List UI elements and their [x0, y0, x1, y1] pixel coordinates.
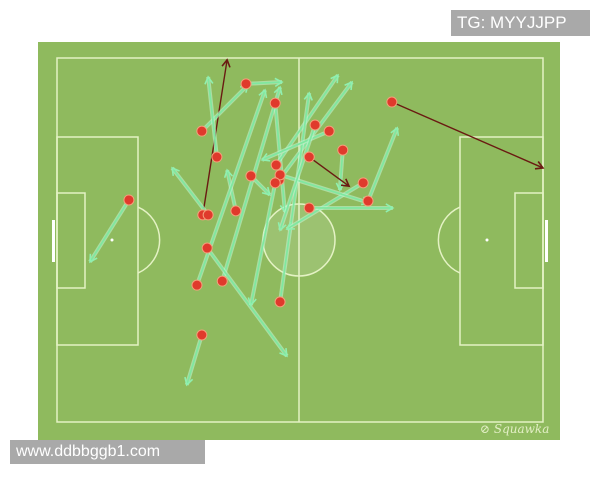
pass-origin-dot — [216, 275, 228, 287]
unsuccessful-pass-arrow — [391, 101, 545, 170]
pass-origin-dot — [357, 177, 369, 189]
pass-origin-dot — [196, 329, 208, 341]
pitch — [38, 42, 560, 440]
brand-text: Squawka — [493, 422, 550, 436]
successful-pass-arrow — [246, 77, 284, 88]
right-penalty-spot — [485, 238, 489, 242]
pass-origin-dot — [270, 159, 282, 171]
right-penalty-box — [459, 136, 544, 346]
successful-pass-arrow — [201, 83, 250, 132]
pass-origin-dot — [362, 195, 374, 207]
pass-origin-dot — [202, 209, 214, 221]
successful-pass-arrow — [247, 182, 276, 307]
pass-origin-dot — [309, 119, 321, 131]
pass-origin-dot — [274, 169, 286, 181]
pass-origin-dot — [323, 125, 335, 137]
squawka-logo: ⊘ Squawka — [480, 422, 550, 436]
right-penalty-arc — [437, 206, 461, 274]
watermark-top: TG: MYYJJPP — [451, 10, 590, 36]
successful-pass-arrow — [277, 124, 316, 232]
pass-origin-dot — [303, 151, 315, 163]
pass-origin-dot — [269, 177, 281, 189]
left-penalty-spot — [110, 238, 114, 242]
pass-origin-dot — [274, 296, 286, 308]
successful-pass-arrow — [171, 166, 209, 216]
successful-pass-arrow — [278, 80, 353, 181]
left-goal — [52, 220, 55, 262]
right-six-yard-box — [514, 192, 544, 289]
pass-origin-dot — [240, 78, 252, 90]
successful-pass-arrow — [260, 130, 330, 162]
pass-origin-dot — [245, 170, 257, 182]
successful-pass-arrow — [184, 334, 203, 387]
pass-origin-dot — [191, 279, 203, 291]
successful-pass-arrow — [335, 150, 346, 192]
successful-pass-arrow — [206, 247, 288, 358]
pass-origin-dot — [269, 97, 281, 109]
watermark-bottom: www.ddbbggb1.com — [10, 440, 205, 464]
pass-origin-dot — [386, 96, 398, 108]
right-goal — [545, 220, 548, 262]
pass-origin-dot — [337, 144, 349, 156]
left-six-yard-box — [56, 192, 86, 289]
successful-pass-arrow — [204, 75, 218, 158]
left-penalty-box — [56, 136, 139, 346]
successful-pass-arrow — [89, 199, 130, 264]
successful-pass-arrow — [285, 182, 364, 230]
unsuccessful-pass-arrow — [308, 156, 351, 188]
left-penalty-arc — [137, 206, 161, 274]
pass-origin-dot — [123, 194, 135, 206]
successful-pass-arrow — [367, 126, 400, 202]
successful-pass-arrow — [279, 91, 313, 302]
pass-origin-dot — [211, 151, 223, 163]
pass-map — [52, 57, 548, 423]
pass-origin-dot — [201, 242, 213, 254]
center-circle — [262, 203, 336, 277]
pass-origin-dot — [303, 202, 315, 214]
pass-origin-dot — [196, 125, 208, 137]
pass-origin-dot — [230, 205, 242, 217]
successful-pass-arrow — [221, 85, 283, 282]
